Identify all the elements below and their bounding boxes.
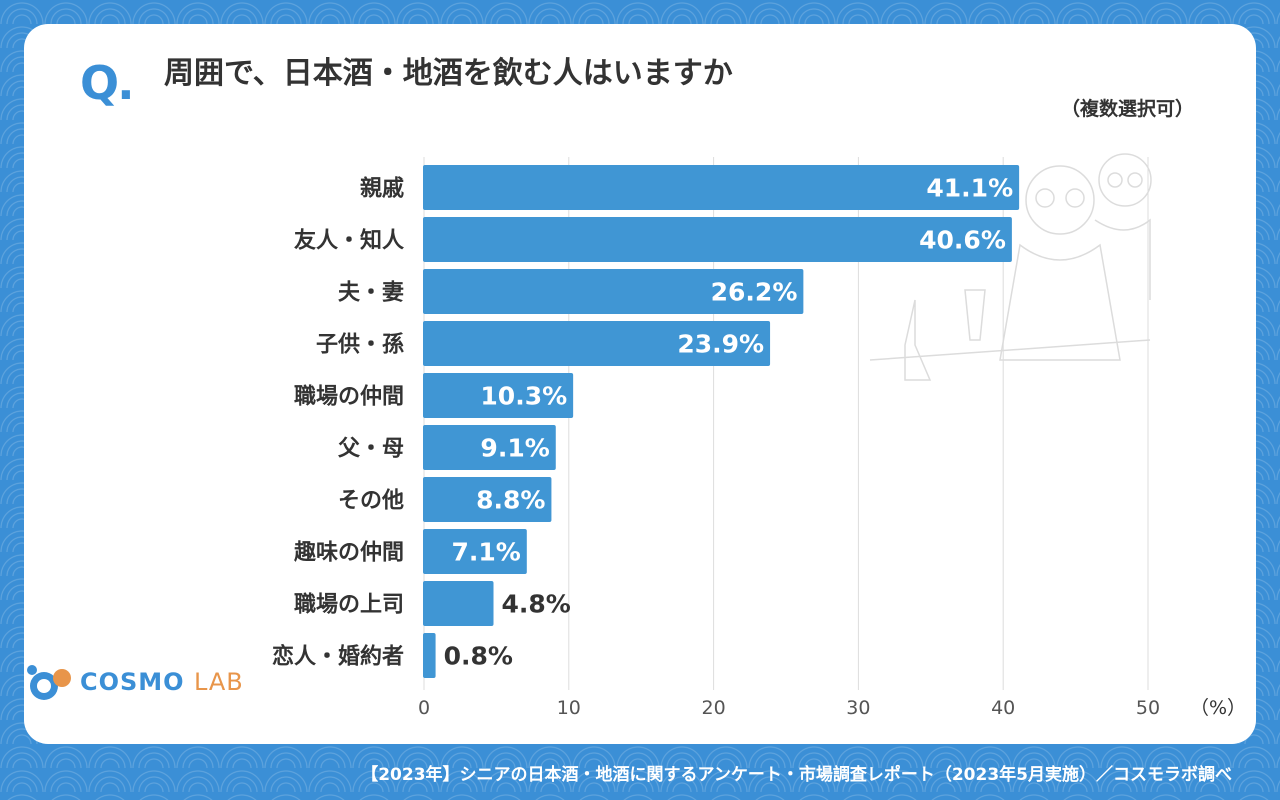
x-tick-label: 50 bbox=[1136, 697, 1160, 719]
category-label: 子供・孫 bbox=[316, 332, 404, 358]
x-tick-label: 40 bbox=[991, 697, 1015, 719]
value-label: 7.1% bbox=[451, 538, 520, 567]
value-label: 41.1% bbox=[926, 174, 1013, 203]
bar bbox=[423, 321, 771, 366]
elderly-couple-illustration bbox=[869, 153, 1152, 381]
value-label: 23.9% bbox=[677, 330, 764, 359]
bar bbox=[423, 477, 552, 522]
value-labels: 41.1% 40.6% 26.2% 23.9% 10.3% 9.1% 8.8% 7.1% 4.8… bbox=[444, 174, 1014, 671]
x-tick-label: 10 bbox=[557, 697, 581, 719]
question-title: 周囲で、日本酒・地酒を飲む人はいますか bbox=[164, 56, 733, 91]
value-label: 40.6% bbox=[919, 226, 1006, 255]
category-label: 職場の仲間 bbox=[294, 384, 404, 410]
value-label: 0.8% bbox=[444, 642, 513, 671]
bar bbox=[423, 529, 527, 574]
chart-card bbox=[24, 24, 1256, 744]
bar bbox=[423, 165, 1020, 210]
chart-bars bbox=[423, 165, 1020, 678]
multiple-choice-note: （複数選択可） bbox=[1060, 98, 1194, 120]
x-tick-label: 20 bbox=[702, 697, 726, 719]
logo-name-sub: LAB bbox=[193, 668, 244, 696]
value-label: 26.2% bbox=[711, 278, 798, 307]
logo-name-main: COSMO bbox=[80, 668, 185, 696]
value-label: 10.3% bbox=[480, 382, 567, 411]
bar bbox=[423, 425, 556, 470]
category-label: 友人・知人 bbox=[294, 228, 404, 254]
source-footer: 【2023年】シニアの日本酒・地酒に関するアンケート・市場調査レポート（2023… bbox=[361, 765, 1232, 785]
question-mark: Q. bbox=[80, 56, 135, 110]
category-label: 親戚 bbox=[360, 176, 404, 202]
category-label: その他 bbox=[338, 489, 404, 514]
category-label: 父・母 bbox=[338, 437, 404, 462]
x-tick-label: 30 bbox=[846, 697, 870, 719]
value-label: 8.8% bbox=[476, 486, 545, 515]
bar bbox=[423, 633, 436, 678]
category-label: 夫・妻 bbox=[338, 280, 404, 306]
value-label: 4.8% bbox=[502, 590, 571, 619]
cosmo-lab-logo-icon bbox=[27, 665, 71, 700]
bar bbox=[423, 217, 1012, 262]
category-label: 恋人・婚約者 bbox=[272, 644, 404, 670]
x-axis-ticks: 0 10 20 30 40 50 bbox=[418, 697, 1160, 719]
bar bbox=[423, 581, 494, 626]
x-tick-label: 0 bbox=[418, 697, 430, 719]
bar bbox=[423, 269, 804, 314]
cosmo-lab-logo: COSMO LAB bbox=[24, 660, 244, 704]
category-labels: 親戚友人・知人夫・妻子供・孫職場の仲間父・母その他趣味の仲間職場の上司恋人・婚約… bbox=[272, 176, 404, 670]
bar bbox=[423, 373, 574, 418]
x-axis-unit: （%） bbox=[1190, 697, 1246, 719]
value-label: 9.1% bbox=[480, 434, 549, 463]
category-label: 職場の上司 bbox=[294, 592, 404, 618]
category-label: 趣味の仲間 bbox=[293, 540, 404, 566]
